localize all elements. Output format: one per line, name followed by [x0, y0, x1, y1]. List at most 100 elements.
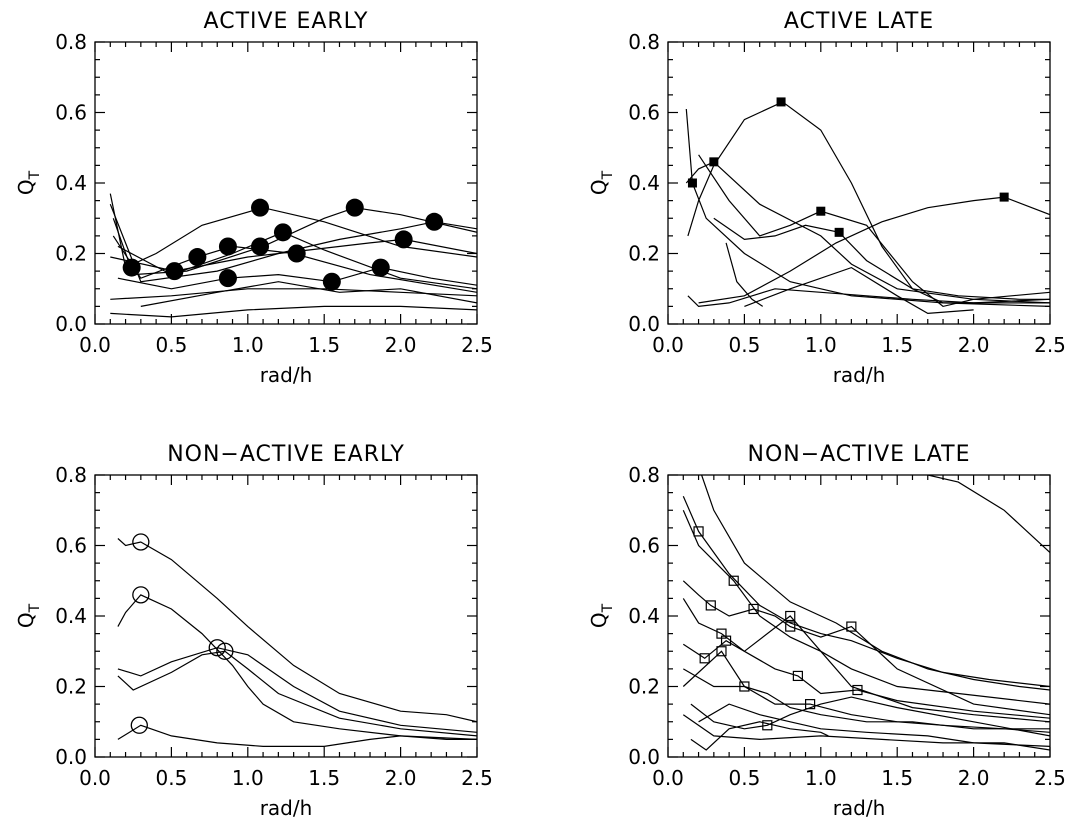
x-tick-label: 2.5: [1034, 333, 1066, 357]
data-marker: [720, 635, 732, 646]
x-tick-label: 1.5: [308, 333, 340, 357]
series-line-12: [698, 703, 1050, 747]
y-axis-label-subscript: T: [27, 170, 43, 180]
series-line-6: [725, 242, 764, 307]
data-marker: [218, 269, 237, 288]
y-axis-label-subscript: T: [600, 603, 616, 613]
data-marker: [208, 639, 226, 657]
x-tick-label: 0.5: [728, 333, 760, 357]
x-tick-label: 2.0: [958, 333, 990, 357]
data-marker: [218, 237, 237, 256]
y-tick-label: 0.2: [628, 242, 660, 266]
data-marker: [693, 526, 704, 537]
x-tick-label: 2.0: [385, 766, 417, 790]
y-tick-label: 0.2: [628, 675, 660, 699]
y-tick-label: 0.6: [628, 101, 660, 125]
series-line-2: [682, 495, 1050, 688]
data-marker: [705, 600, 716, 611]
x-tick-label: 1.0: [805, 766, 837, 790]
x-tick-label: 2.5: [461, 766, 493, 790]
series-line-5: [713, 217, 1050, 300]
x-tick-label: 0.5: [155, 766, 187, 790]
chart-title: ACTIVE LATE: [784, 9, 934, 34]
y-axis-label-main: Q: [587, 179, 611, 195]
series-line-9: [682, 650, 1050, 733]
x-tick-label: 0.5: [728, 766, 760, 790]
data-marker: [999, 192, 1009, 202]
y-tick-label: 0.6: [55, 101, 87, 125]
data-marker: [805, 699, 816, 710]
y-axis-label-subscript: T: [27, 603, 43, 613]
y-tick-label: 0.0: [628, 312, 660, 336]
curves: [685, 101, 1050, 315]
y-axis-label-main: Q: [14, 612, 38, 628]
y-tick-label: 0.0: [55, 745, 87, 769]
series-line-5: [117, 724, 477, 748]
series-line-6: [682, 598, 1050, 723]
data-marker: [287, 244, 306, 263]
chart-title: ACTIVE EARLY: [204, 9, 369, 34]
data-marker: [394, 230, 413, 249]
data-marker: [846, 621, 857, 632]
series-line-8: [110, 288, 477, 300]
x-axis-label: rad/h: [833, 363, 886, 387]
y-axis-label: QT: [587, 603, 616, 628]
series-line-7: [698, 196, 1050, 304]
markers: [122, 198, 444, 291]
curves: [682, 475, 1050, 751]
chart-title: NON−ACTIVE EARLY: [167, 442, 405, 467]
series-line-13: [682, 714, 1050, 751]
series-line-2: [685, 108, 1050, 307]
plot-frame: [94, 474, 478, 758]
markers: [130, 533, 234, 734]
curves: [117, 538, 477, 748]
data-marker: [165, 262, 184, 281]
chart-panel-2: ACTIVE LATE 0.0 0.5 1.0 1.5 2.0 2.5 0.0 0.2 0.4 0.…: [587, 9, 1066, 387]
y-axis-label: QT: [587, 170, 616, 195]
data-marker: [345, 198, 364, 217]
plot-frame: [667, 474, 1051, 758]
y-tick-label: 0.6: [628, 534, 660, 558]
markers: [693, 526, 863, 731]
data-marker: [816, 206, 826, 216]
data-marker: [251, 237, 270, 256]
series-line-11: [690, 721, 829, 751]
x-tick-label: 0.0: [652, 333, 684, 357]
data-marker: [785, 610, 796, 622]
data-marker: [188, 248, 207, 267]
x-tick-label: 1.0: [805, 333, 837, 357]
data-marker: [739, 681, 750, 692]
y-tick-label: 0.8: [628, 30, 660, 54]
x-tick-label: 1.5: [308, 766, 340, 790]
x-tick-label: 2.5: [1034, 766, 1066, 790]
plot-frame: [667, 41, 1051, 325]
y-tick-label: 0.8: [55, 463, 87, 487]
x-tick-label: 0.5: [155, 333, 187, 357]
data-marker: [122, 258, 141, 277]
chart-title: NON−ACTIVE LATE: [747, 442, 970, 467]
data-marker: [792, 670, 803, 682]
x-tick-label: 2.0: [958, 766, 990, 790]
data-marker: [748, 603, 759, 615]
y-axis-label-subscript: T: [600, 170, 616, 180]
data-marker: [371, 258, 390, 277]
y-axis-label-main: Q: [14, 179, 38, 195]
x-tick-label: 2.5: [461, 333, 493, 357]
data-marker: [716, 646, 727, 657]
x-axis-label: rad/h: [260, 363, 313, 387]
x-tick-label: 0.0: [79, 766, 111, 790]
y-tick-label: 0.6: [55, 534, 87, 558]
series-line-7: [117, 266, 477, 290]
x-axis-label: rad/h: [260, 796, 313, 820]
data-marker: [699, 653, 710, 664]
y-axis-label: QT: [14, 170, 43, 195]
data-marker: [785, 621, 796, 632]
y-tick-label: 0.2: [55, 242, 87, 266]
series-line-9: [744, 266, 974, 315]
data-marker: [132, 586, 150, 604]
series-line-1: [701, 475, 1050, 691]
data-marker: [322, 272, 341, 291]
data-marker: [852, 684, 863, 696]
series-line-4: [117, 650, 477, 737]
